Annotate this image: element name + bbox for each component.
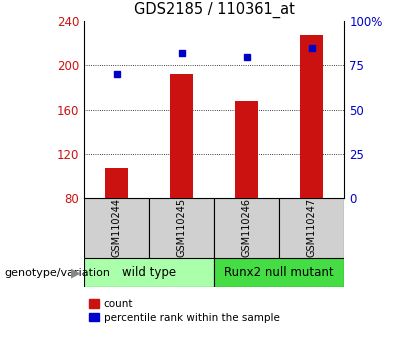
Text: Runx2 null mutant: Runx2 null mutant bbox=[224, 266, 334, 279]
Legend: count, percentile rank within the sample: count, percentile rank within the sample bbox=[89, 299, 280, 323]
Bar bbox=[300, 34, 323, 198]
Bar bbox=[214, 258, 344, 287]
Text: GSM110246: GSM110246 bbox=[242, 198, 252, 257]
Text: GSM110244: GSM110244 bbox=[112, 198, 121, 257]
Bar bbox=[84, 198, 149, 258]
Text: ▶: ▶ bbox=[71, 266, 81, 279]
Bar bbox=[84, 258, 214, 287]
Bar bbox=[170, 74, 193, 198]
Bar bbox=[235, 101, 258, 198]
Title: GDS2185 / 110361_at: GDS2185 / 110361_at bbox=[134, 2, 295, 18]
Text: GSM110245: GSM110245 bbox=[177, 198, 186, 257]
Bar bbox=[105, 169, 128, 198]
Bar bbox=[149, 198, 214, 258]
Text: genotype/variation: genotype/variation bbox=[4, 268, 110, 278]
Text: GSM110247: GSM110247 bbox=[307, 198, 317, 257]
Text: wild type: wild type bbox=[122, 266, 176, 279]
Bar bbox=[279, 198, 344, 258]
Bar bbox=[214, 198, 279, 258]
